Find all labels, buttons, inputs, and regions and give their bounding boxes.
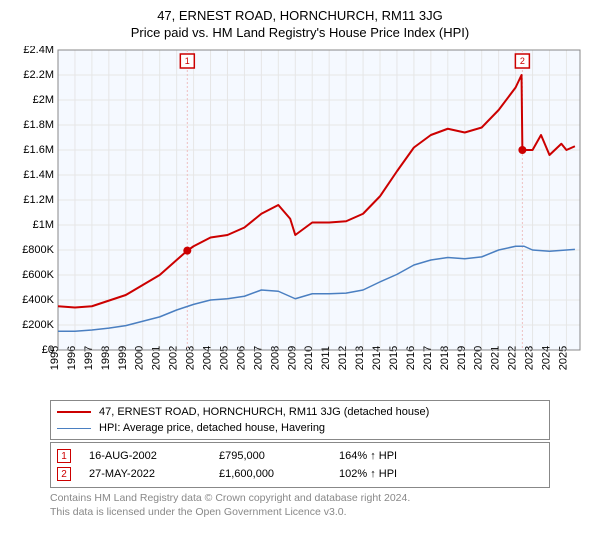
- svg-text:£600K: £600K: [22, 269, 54, 281]
- legend-swatch: [57, 428, 91, 429]
- sale-badge: 2: [57, 467, 71, 481]
- footer-line-1: Contains HM Land Registry data © Crown c…: [50, 492, 588, 506]
- svg-text:2023: 2023: [524, 346, 536, 370]
- svg-text:2024: 2024: [540, 346, 552, 370]
- sale-hpi: 164% ↑ HPI: [339, 450, 459, 462]
- legend: 47, ERNEST ROAD, HORNCHURCH, RM11 3JG (d…: [50, 400, 550, 440]
- svg-text:2020: 2020: [473, 346, 485, 370]
- svg-text:2008: 2008: [269, 346, 281, 370]
- footer: Contains HM Land Registry data © Crown c…: [50, 492, 588, 519]
- svg-text:£800K: £800K: [22, 244, 54, 256]
- svg-text:£2M: £2M: [33, 94, 54, 106]
- svg-text:2004: 2004: [202, 346, 214, 370]
- sale-price: £795,000: [219, 450, 339, 462]
- sale-date: 27-MAY-2022: [89, 468, 219, 480]
- svg-text:2: 2: [520, 56, 525, 66]
- svg-text:2003: 2003: [185, 346, 197, 370]
- legend-item: HPI: Average price, detached house, Have…: [57, 420, 543, 436]
- legend-label: 47, ERNEST ROAD, HORNCHURCH, RM11 3JG (d…: [99, 406, 429, 418]
- svg-text:1995: 1995: [49, 346, 61, 370]
- svg-text:£1.4M: £1.4M: [23, 169, 54, 181]
- sale-row: 1 16-AUG-2002£795,000164% ↑ HPI: [57, 447, 543, 465]
- svg-text:£1.8M: £1.8M: [23, 119, 54, 131]
- sale-price: £1,600,000: [219, 468, 339, 480]
- svg-text:2001: 2001: [151, 346, 163, 370]
- svg-text:1997: 1997: [83, 346, 95, 370]
- svg-text:2009: 2009: [286, 346, 298, 370]
- sale-hpi: 102% ↑ HPI: [339, 468, 459, 480]
- svg-text:2017: 2017: [422, 346, 434, 370]
- svg-text:2021: 2021: [490, 346, 502, 370]
- sales-table: 1 16-AUG-2002£795,000164% ↑ HPI 2 27-MAY-20…: [50, 442, 550, 488]
- svg-text:£1.6M: £1.6M: [23, 144, 54, 156]
- svg-text:2018: 2018: [439, 346, 451, 370]
- svg-text:2013: 2013: [354, 346, 366, 370]
- chart-title: 47, ERNEST ROAD, HORNCHURCH, RM11 3JG: [12, 8, 588, 23]
- sale-date: 16-AUG-2002: [89, 450, 219, 462]
- legend-label: HPI: Average price, detached house, Have…: [99, 422, 325, 434]
- svg-text:2002: 2002: [168, 346, 180, 370]
- sale-badge: 1: [57, 449, 71, 463]
- svg-text:2000: 2000: [134, 346, 146, 370]
- svg-text:2005: 2005: [218, 346, 230, 370]
- svg-text:1996: 1996: [66, 346, 78, 370]
- sale-row: 2 27-MAY-2022£1,600,000102% ↑ HPI: [57, 465, 543, 483]
- svg-text:2007: 2007: [252, 346, 264, 370]
- svg-text:2016: 2016: [405, 346, 417, 370]
- legend-item: 47, ERNEST ROAD, HORNCHURCH, RM11 3JG (d…: [57, 404, 543, 420]
- chart-subtitle: Price paid vs. HM Land Registry's House …: [12, 25, 588, 40]
- svg-text:2012: 2012: [337, 346, 349, 370]
- svg-text:2022: 2022: [507, 346, 519, 370]
- line-chart: £0£200K£400K£600K£800K£1M£1.2M£1.4M£1.6M…: [12, 46, 588, 396]
- svg-text:1999: 1999: [117, 346, 129, 370]
- svg-text:2015: 2015: [388, 346, 400, 370]
- svg-text:£400K: £400K: [22, 294, 54, 306]
- svg-text:£2.2M: £2.2M: [23, 69, 54, 81]
- svg-text:£1.2M: £1.2M: [23, 194, 54, 206]
- svg-text:2025: 2025: [557, 346, 569, 370]
- svg-text:£1M: £1M: [33, 219, 54, 231]
- svg-text:£2.4M: £2.4M: [23, 46, 54, 56]
- svg-text:1998: 1998: [100, 346, 112, 370]
- svg-text:1: 1: [185, 56, 190, 66]
- footer-line-2: This data is licensed under the Open Gov…: [50, 506, 588, 520]
- svg-text:2010: 2010: [303, 346, 315, 370]
- svg-text:2014: 2014: [371, 346, 383, 370]
- svg-text:2019: 2019: [456, 346, 468, 370]
- svg-text:2006: 2006: [235, 346, 247, 370]
- legend-swatch: [57, 411, 91, 413]
- svg-text:£200K: £200K: [22, 319, 54, 331]
